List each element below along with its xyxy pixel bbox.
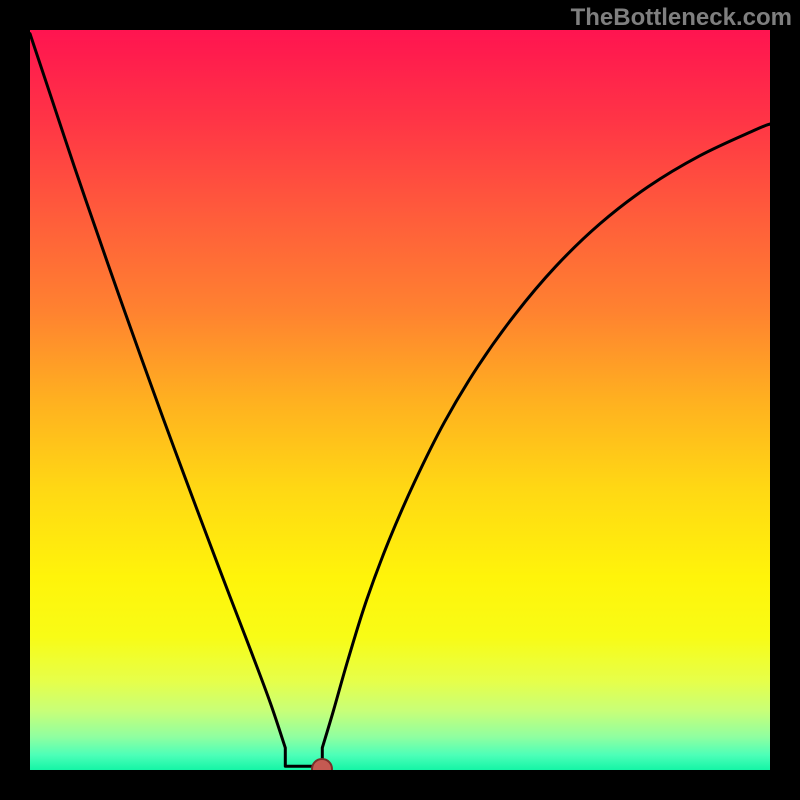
bottleneck-curve — [30, 30, 770, 770]
watermark-text: TheBottleneck.com — [571, 4, 792, 32]
curve-path — [30, 34, 770, 767]
plot-area — [30, 30, 770, 770]
